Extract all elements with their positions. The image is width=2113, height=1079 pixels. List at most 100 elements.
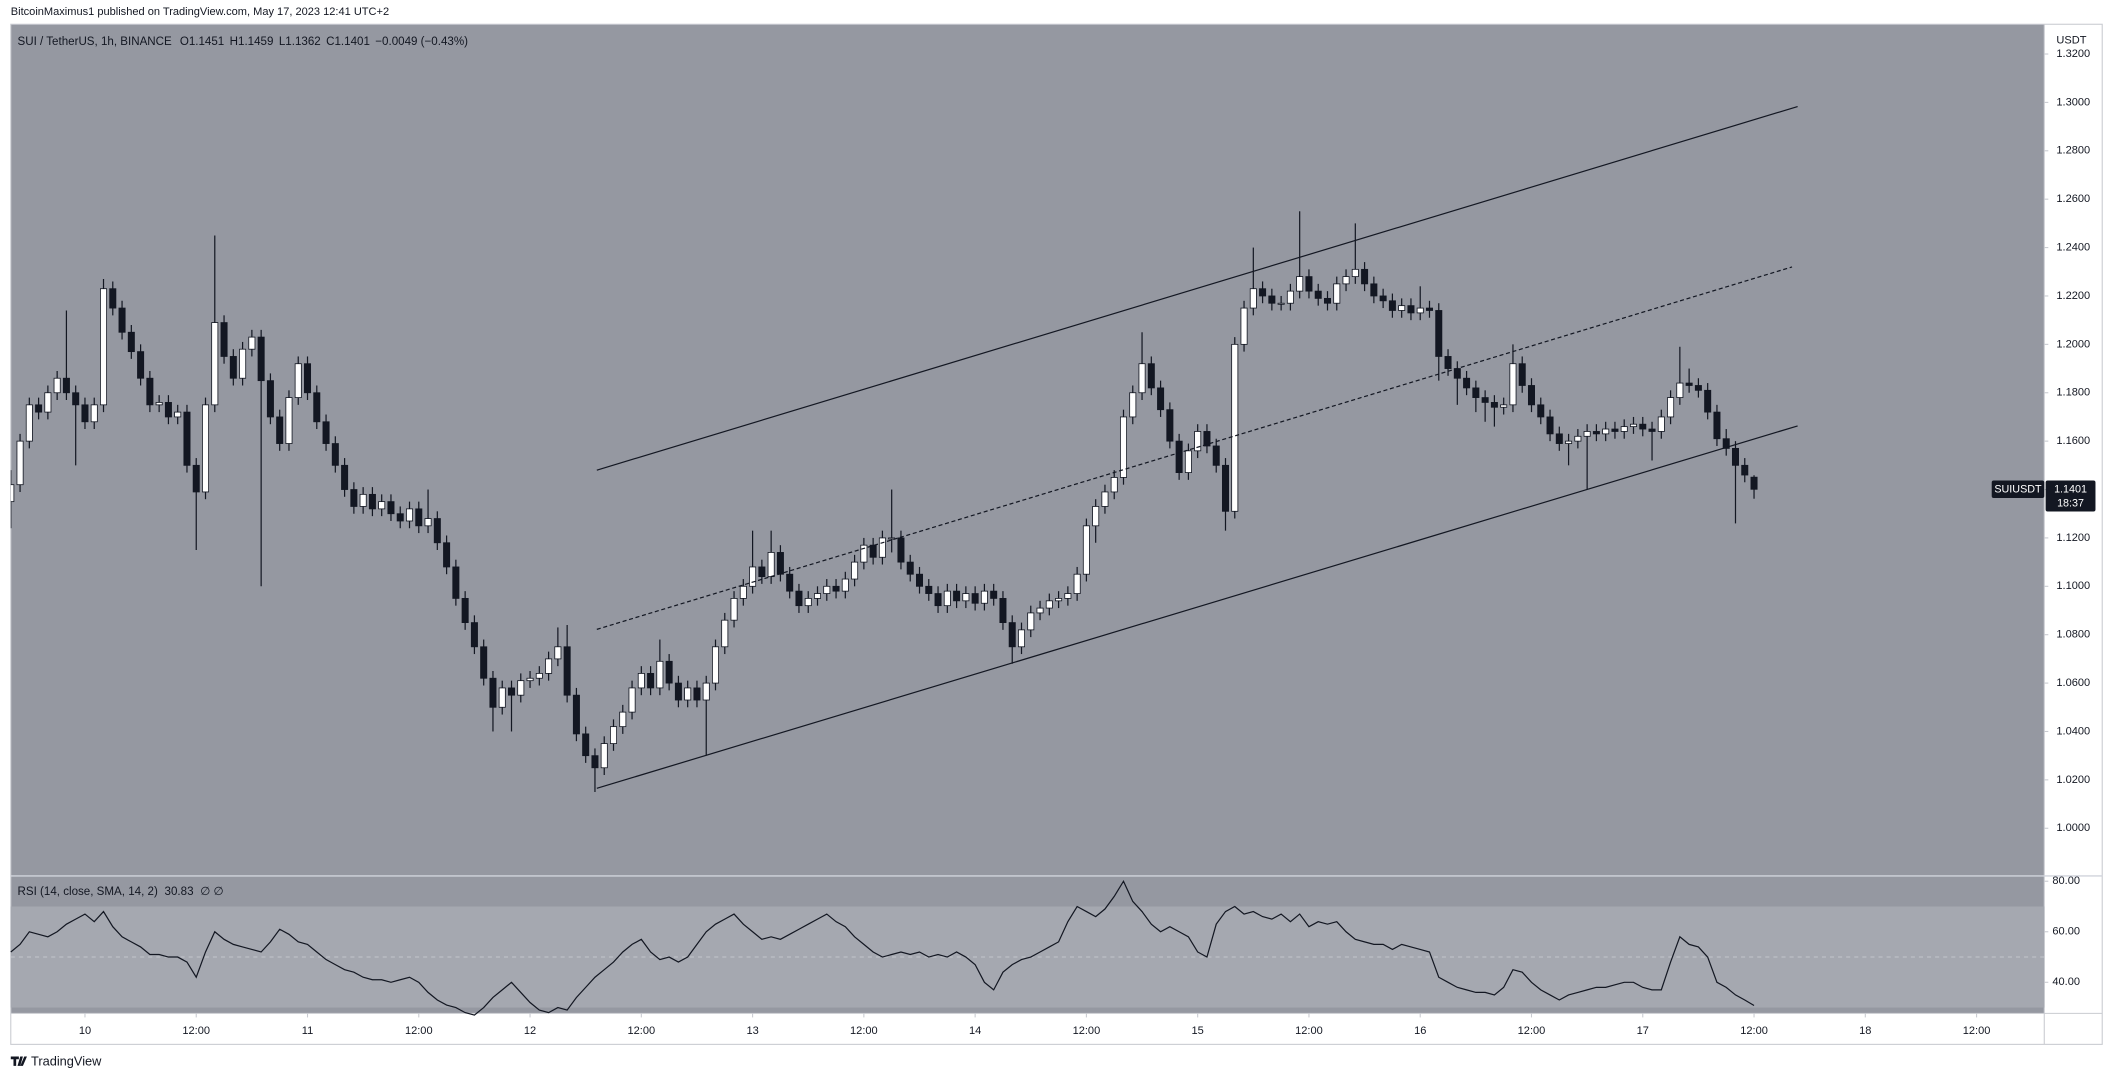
candle-body xyxy=(81,404,89,423)
candle-body xyxy=(1685,382,1693,386)
candle-body xyxy=(266,380,274,418)
candle-body xyxy=(1379,295,1387,302)
price-plot xyxy=(10,105,1798,792)
candle-body xyxy=(526,677,534,682)
candle-body xyxy=(1416,307,1424,314)
y-tick-label: 1.0800 xyxy=(2056,629,2090,641)
candle-body xyxy=(1444,356,1452,369)
y-tick-label: 1.2600 xyxy=(2056,193,2090,205)
trend-line xyxy=(596,266,1793,630)
x-tick-label: 12:00 xyxy=(1295,1025,1323,1037)
rsi-line xyxy=(10,879,1755,1016)
candle-body xyxy=(1611,428,1619,432)
y-tick-label: 1.2200 xyxy=(2056,290,2090,302)
candle-body xyxy=(44,392,52,413)
rsi-band xyxy=(10,906,2045,1008)
candle-body xyxy=(915,573,924,587)
candle-body xyxy=(35,404,43,413)
candle-body xyxy=(1240,307,1248,345)
publisher-line: BitcoinMaximus1 published on TradingView… xyxy=(11,6,389,18)
candle-body xyxy=(220,322,228,357)
candle-body xyxy=(331,443,339,466)
candle-body xyxy=(53,377,61,394)
candle-body xyxy=(489,677,497,708)
candle-body xyxy=(1500,404,1508,408)
candle-body xyxy=(1351,268,1359,278)
candle-body xyxy=(1741,464,1749,476)
candle-body xyxy=(1138,363,1146,394)
candle-body xyxy=(1296,276,1304,292)
footer-logo: TradingView xyxy=(10,1053,102,1068)
x-tick-label: 12:00 xyxy=(1073,1025,1101,1037)
candle-body xyxy=(1119,416,1128,478)
candle-body xyxy=(183,411,191,466)
candle-body xyxy=(693,687,701,701)
legend-value: 1.1451 xyxy=(189,36,224,48)
candle-body xyxy=(878,537,886,558)
candle-body xyxy=(498,687,506,708)
candle-body xyxy=(656,660,664,689)
candle-body xyxy=(359,493,367,507)
candle-body xyxy=(1064,593,1072,599)
candle-body xyxy=(554,646,562,660)
candle-body xyxy=(1370,283,1378,297)
candle-body xyxy=(813,593,822,599)
y-tick-label: 1.3000 xyxy=(2056,96,2090,108)
legend-value: 1.1362 xyxy=(285,36,320,48)
candle-body xyxy=(1055,597,1063,602)
candle-body xyxy=(90,404,98,423)
candle-body xyxy=(480,646,488,679)
candle-body xyxy=(943,590,951,607)
price-axis-unit: USDT xyxy=(2056,34,2086,46)
candle-body xyxy=(1157,387,1165,411)
candle-body xyxy=(1101,491,1109,507)
candle-body xyxy=(164,402,172,418)
candle-body xyxy=(1620,426,1628,432)
candle-body xyxy=(406,508,414,522)
candle-body xyxy=(990,590,998,599)
candle-body xyxy=(350,489,358,507)
candle-body xyxy=(1203,431,1211,447)
x-tick-label: 12:00 xyxy=(1518,1025,1546,1037)
candle-body xyxy=(925,585,933,594)
candle-body xyxy=(1574,435,1582,442)
candle-body xyxy=(1305,276,1313,292)
candle-body xyxy=(1722,438,1730,449)
candle-body xyxy=(1082,525,1090,575)
candle-body xyxy=(118,307,126,333)
candle-body xyxy=(851,561,859,580)
candle-body xyxy=(109,288,117,309)
candle-body xyxy=(470,622,478,648)
candle-body xyxy=(294,363,302,398)
candle-body xyxy=(155,402,163,406)
candle-body xyxy=(628,687,636,713)
x-tick-label: 12:00 xyxy=(182,1025,210,1037)
candle-body xyxy=(62,377,70,394)
legend-change: −0.0049 (−0.43%) xyxy=(375,36,468,48)
symbol-label: SUIUSDT xyxy=(1994,484,2042,496)
candle-body xyxy=(1194,431,1202,452)
candle-body xyxy=(25,404,33,442)
y-tick-label: 1.1000 xyxy=(2056,580,2090,592)
candle-body xyxy=(137,351,145,379)
trend-line xyxy=(596,425,1798,789)
candle-body xyxy=(776,552,784,575)
candle-body xyxy=(378,501,386,510)
trend-line xyxy=(596,105,1798,471)
candle-body xyxy=(619,711,627,728)
candle-body xyxy=(72,392,80,406)
y-tick-label: 1.0600 xyxy=(2056,677,2090,689)
candle-body xyxy=(1027,612,1035,631)
legend-value: 1.1401 xyxy=(334,36,369,48)
candle-body xyxy=(1175,440,1183,473)
candle-body xyxy=(962,593,970,602)
candle-body xyxy=(452,566,460,599)
candle-body xyxy=(786,573,794,592)
x-tick-label: 12:00 xyxy=(1963,1025,1991,1037)
footer-text: TradingView xyxy=(31,1053,102,1068)
candle-body xyxy=(387,501,395,515)
legend-key: L xyxy=(279,36,286,48)
candle-body xyxy=(1602,428,1610,435)
candle-body xyxy=(767,552,775,578)
